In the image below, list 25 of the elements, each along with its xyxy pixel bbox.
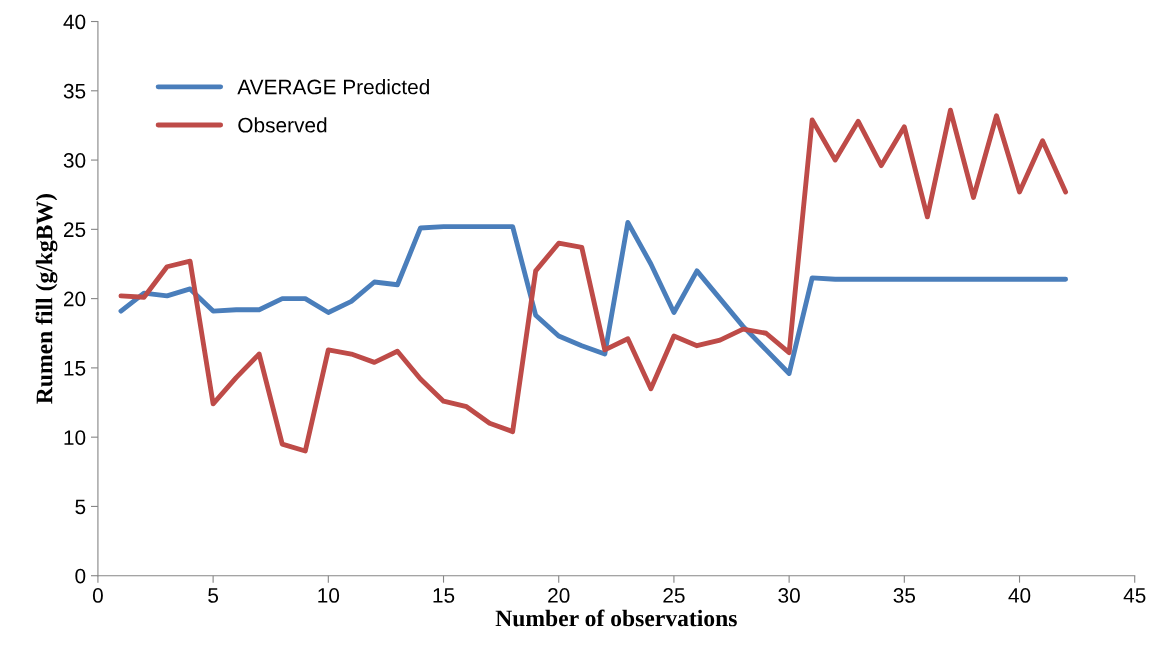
x-tick-label: 25 xyxy=(663,588,685,603)
y-tick-label: 10 xyxy=(64,430,86,445)
line-series xyxy=(118,219,1069,376)
legend-label: AVERAGE Predicted xyxy=(237,79,429,95)
legend-label: Observed xyxy=(238,117,327,133)
y-tick-label: 30 xyxy=(63,153,86,168)
x-tick-label: 0 xyxy=(92,588,103,603)
x-tick-label: 40 xyxy=(1008,588,1031,603)
y-tick-label: 40 xyxy=(63,14,86,30)
y-tick-label: 25 xyxy=(63,222,86,238)
y-tick-label: 5 xyxy=(75,499,86,515)
x-tick-label: 15 xyxy=(433,588,455,603)
y-tick-label: 15 xyxy=(64,361,86,376)
y-axis-title: Rumen fill (g/kgBW) xyxy=(35,194,58,404)
y-tick-label: 20 xyxy=(63,291,86,307)
x-tick-label: 45 xyxy=(1123,588,1146,603)
x-tick-label: 30 xyxy=(778,588,800,603)
x-tick-label: 10 xyxy=(318,588,340,603)
y-tick-label: 0 xyxy=(75,568,86,584)
x-tick-label: 20 xyxy=(548,588,570,603)
x-tick-label: 5 xyxy=(208,588,219,603)
y-tick-label: 35 xyxy=(63,83,86,99)
x-axis-title: Number of observations xyxy=(495,609,737,627)
x-tick-label: 35 xyxy=(893,588,916,603)
line-series xyxy=(118,107,1069,454)
